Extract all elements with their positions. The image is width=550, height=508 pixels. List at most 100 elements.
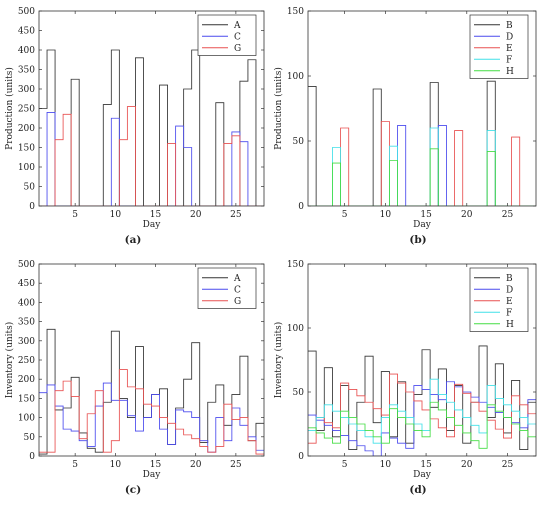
- x-tick-label: 10: [380, 460, 392, 470]
- series-group: [39, 49, 264, 206]
- x-axis-label: Day: [143, 470, 162, 480]
- panel-caption: (c): [125, 484, 141, 496]
- y-tick-label: 100: [18, 163, 35, 173]
- series-line-G: [39, 106, 264, 206]
- legend-label-B: B: [506, 274, 513, 284]
- x-tick-label: 20: [190, 210, 202, 220]
- x-tick-label: 10: [380, 210, 392, 220]
- x-tick-label: 5: [342, 460, 348, 470]
- y-tick-label: 450: [18, 27, 35, 37]
- x-tick-label: 20: [461, 460, 473, 470]
- series-line-E: [308, 373, 536, 444]
- series-line-H: [308, 401, 536, 449]
- y-tick-label: 400: [18, 298, 35, 308]
- y-tick-label: 150: [18, 394, 35, 404]
- y-tick-label: 150: [18, 144, 35, 154]
- y-tick-label: 300: [18, 337, 35, 347]
- series-line-F: [308, 378, 536, 444]
- series-line-E: [308, 121, 536, 206]
- x-tick-label: 25: [230, 210, 242, 220]
- series-line-A: [39, 49, 264, 206]
- y-tick-label: 150: [287, 260, 304, 270]
- y-tick-label: 0: [298, 452, 304, 462]
- x-tick-label: 15: [150, 460, 162, 470]
- y-tick-label: 250: [18, 356, 35, 366]
- series-line-D: [308, 124, 536, 206]
- y-axis-label: Production (units): [4, 67, 15, 150]
- panel-caption: (a): [125, 234, 142, 246]
- x-tick-label: 20: [190, 460, 202, 470]
- legend-box: [469, 14, 529, 79]
- x-tick-label: 20: [461, 210, 473, 220]
- series-line-H: [308, 148, 536, 206]
- series-line-D: [308, 381, 536, 456]
- legend-label-A: A: [233, 21, 241, 31]
- legend-label-E: E: [506, 297, 513, 307]
- y-tick-label: 450: [18, 279, 35, 289]
- x-tick-label: 10: [110, 460, 122, 470]
- panel-caption: (b): [409, 234, 426, 246]
- x-tick-label: 15: [420, 210, 432, 220]
- legend-label-F: F: [506, 55, 512, 65]
- y-tick-label: 0: [29, 202, 35, 212]
- plot-frame: [307, 10, 537, 207]
- legend-label-E: E: [506, 44, 513, 54]
- y-tick-label: 500: [18, 260, 35, 270]
- legend-label-D: D: [506, 32, 513, 42]
- y-axis-label: Inventory (units): [273, 322, 284, 399]
- plot-frame: [307, 263, 537, 457]
- chart-panel-1: 5 10 15 20 25050100150200250300350400450500D…: [4, 7, 265, 246]
- y-axis-label: Inventory (units): [4, 322, 15, 399]
- legend-label-G: G: [234, 297, 241, 307]
- y-tick-label: 50: [293, 388, 305, 398]
- x-tick-label: 5: [342, 210, 348, 220]
- legend-label-D: D: [506, 285, 513, 295]
- series-line-C: [39, 382, 264, 453]
- legend-label-C: C: [234, 32, 241, 42]
- chart-panel-4: 5 10 15 20 25 0 50 100 150 Day Inventory (units) (d…: [273, 260, 537, 496]
- x-axis-label: Day: [413, 220, 432, 230]
- chart-panel-2: 5 10 15 20 25 0 50 100 150 Day Production (units) (…: [273, 7, 537, 246]
- legend-label-F: F: [506, 308, 512, 318]
- legend-box: [469, 267, 529, 332]
- x-tick-label: 5: [72, 210, 78, 220]
- series-line-G: [39, 369, 264, 455]
- x-tick-label: 25: [502, 210, 514, 220]
- legend-box: [197, 14, 257, 56]
- x-tick-label: 15: [420, 460, 432, 470]
- y-tick-label: 50: [24, 433, 36, 443]
- y-tick-label: 300: [18, 85, 35, 95]
- legend: ACG: [197, 14, 257, 56]
- y-tick-label: 100: [287, 72, 304, 82]
- x-tick-label: 10: [110, 210, 122, 220]
- y-tick-label: 50: [24, 183, 36, 193]
- y-tick-label: 200: [18, 375, 35, 385]
- x-axis-label: Day: [143, 220, 162, 230]
- legend-label-C: C: [234, 285, 241, 295]
- series-group: [39, 328, 264, 455]
- x-tick-label: 15: [150, 210, 162, 220]
- y-tick-label: 400: [18, 46, 35, 56]
- x-axis-label: Day: [413, 470, 432, 480]
- series-group: [308, 345, 536, 456]
- x-tick-label: 5: [72, 460, 78, 470]
- legend-label-G: G: [234, 44, 241, 54]
- legend-label-H: H: [506, 67, 514, 77]
- y-tick-label: 500: [18, 7, 35, 17]
- series-line-A: [39, 328, 264, 455]
- legend-box: [197, 267, 257, 309]
- y-tick-label: 100: [287, 324, 304, 334]
- series-line-C: [39, 111, 264, 206]
- series-line-B: [308, 345, 536, 451]
- y-axis-label: Production (units): [273, 67, 284, 150]
- y-tick-label: 350: [18, 66, 35, 76]
- y-tick-label: 0: [298, 202, 304, 212]
- legend-label-A: A: [233, 274, 241, 284]
- series-group: [308, 80, 536, 206]
- panel-caption: (d): [409, 484, 426, 496]
- x-tick-label: 25: [230, 460, 242, 470]
